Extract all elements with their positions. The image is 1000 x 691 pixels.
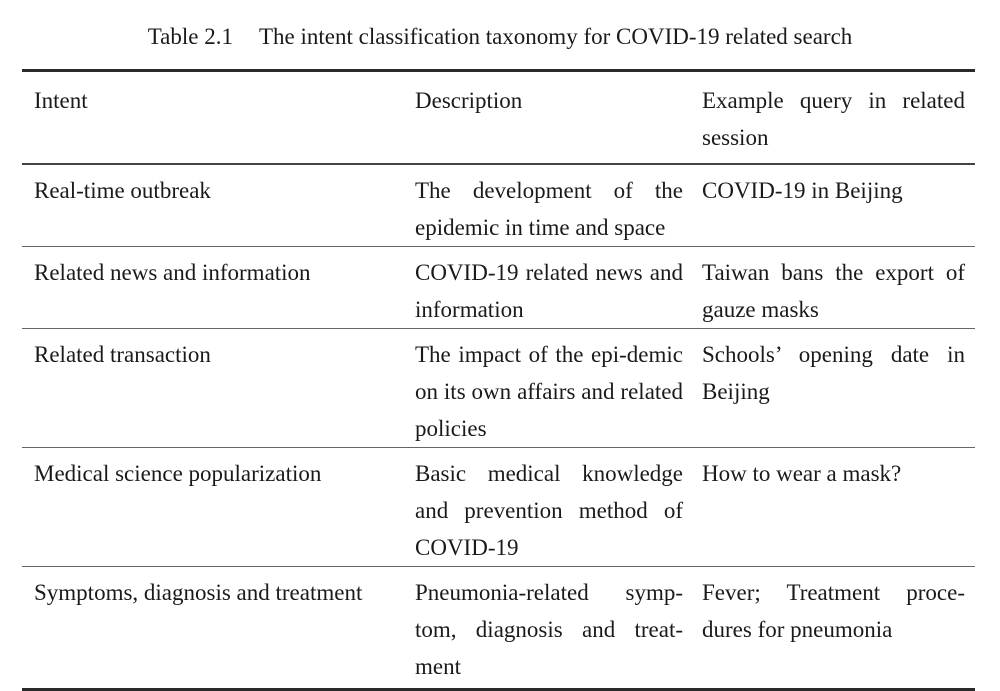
table-header: Intent Description Example query in rela… <box>22 70 975 165</box>
table-caption: Table 2.1 The intent classification taxon… <box>0 22 1000 52</box>
table-row: Medical science popularization Basic med… <box>22 447 975 567</box>
table-row: Real-time outbreak The development of th… <box>22 164 975 247</box>
table-number: Table 2.1 <box>147 24 233 49</box>
intent-cell: Related transaction <box>22 328 412 448</box>
example-cell: Taiwan bans the export of gauze masks <box>699 246 975 329</box>
example-cell: COVID-19 in Beijing <box>702 178 903 203</box>
intent-taxonomy-table: Intent Description Example query in rela… <box>22 69 975 691</box>
header-intent: Intent <box>22 70 412 165</box>
table-container: Intent Description Example query in rela… <box>22 69 975 691</box>
header-description: Description <box>412 70 699 165</box>
intent-cell: Medical science popularization <box>22 447 412 567</box>
description-cell: Pneumonia-related symp-tom, diagnosis an… <box>412 566 699 690</box>
header-row: Intent Description Example query in rela… <box>22 70 975 165</box>
description-cell: The impact of the epi-demic on its own a… <box>412 328 699 448</box>
table-title: The intent classification taxonomy for C… <box>258 24 853 49</box>
table-body: Real-time outbreak The development of th… <box>22 164 975 690</box>
intent-cell: Real-time outbreak <box>34 178 211 203</box>
intent-cell: Symptoms, diagnosis and treatment <box>22 566 412 690</box>
description-cell: Basic medical knowledge and prevention m… <box>412 447 699 567</box>
example-cell: Fever; Treatment proce-dures for pneumon… <box>699 566 975 690</box>
table-row: Related transaction The impact of the ep… <box>22 328 975 448</box>
intent-cell: Related news and information <box>22 246 412 329</box>
description-cell: COVID-19 related news and information <box>412 246 699 329</box>
example-cell: Schools’ opening date in Beijing <box>699 328 975 448</box>
table-row: Related news and information COVID-19 re… <box>22 246 975 329</box>
example-cell: How to wear a mask? <box>699 447 975 567</box>
description-cell: The development of the epidemic in time … <box>415 178 683 240</box>
header-example: Example query in related session <box>699 70 975 165</box>
table-row: Symptoms, diagnosis and treatment Pneumo… <box>22 566 975 690</box>
